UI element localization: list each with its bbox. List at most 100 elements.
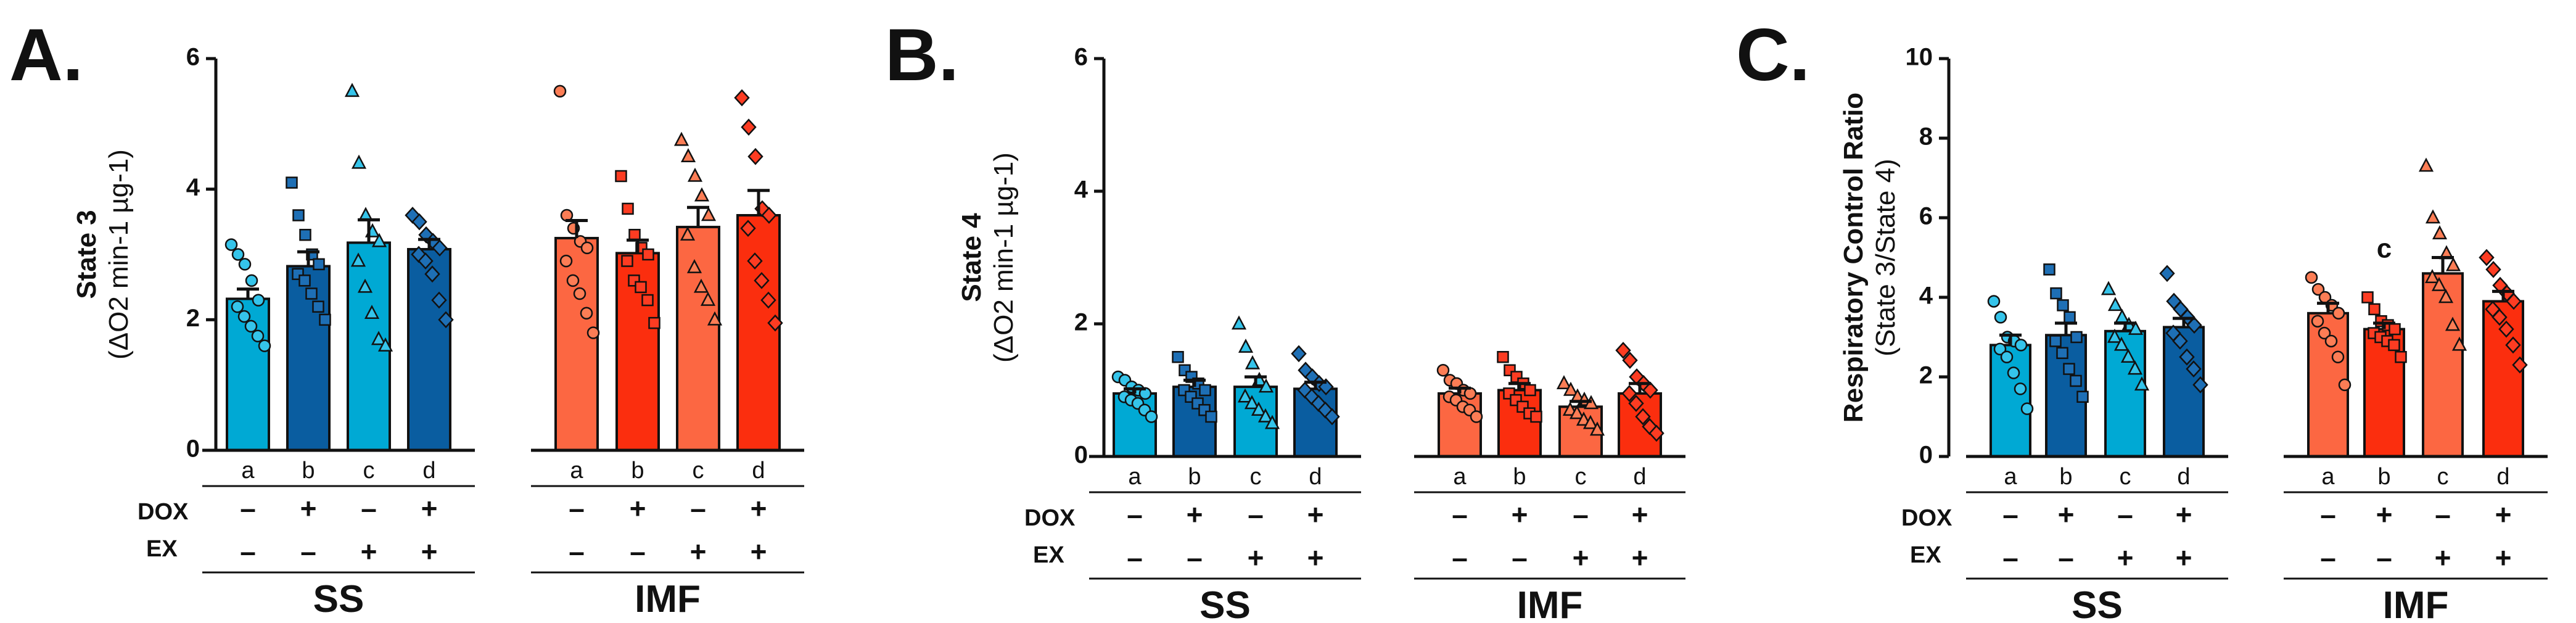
panel-c-imf-point-d [2505,336,2521,354]
panel-b-imf-point-c [1556,375,1572,389]
panel-b-ss-point-c [1238,338,1254,353]
panel-a-ss-point-c [364,305,380,319]
panel-b-imf-point-c [1589,421,1605,436]
panel-b-letter: B. [885,14,959,96]
panel-b-imf-ex-sign: – [1452,542,1468,574]
panel-c-imf-point-a [2338,378,2352,392]
panel-c-imf-category-label: c [2437,464,2449,490]
panel-b-imf-category-label: a [1453,464,1467,490]
panel-c-imf-dox-sign: – [2320,498,2336,530]
panel-a-imf-point-b [641,294,654,307]
panel-b-imf-point-a [1436,364,1450,377]
panel-c-ss-bar-a [1990,344,2031,458]
panel-a-ss-point-a [244,320,258,333]
panel-c-imf-point-b [2389,323,2401,336]
panel-c-ss-dox-sign: + [2176,498,2192,530]
panel-b-ytick-label: 6 [1074,44,1088,71]
panel-a-ss-ex-sign: + [421,535,438,567]
panel-c-imf-point-a [2324,334,2338,348]
panel-b-imf-point-b [1524,384,1536,397]
panel-c-ss-point-d [2192,376,2208,394]
panel-a-imf-point-c [700,291,716,306]
panel-a-imf-point-b [615,170,627,183]
panel-c-ex-label: EX [1910,542,1941,568]
panel-a-ss-point-b [299,229,311,241]
panel-a-imf-dox-sign: + [630,492,646,524]
panel-c-imf-ex-sign: + [2495,542,2512,574]
panel-c-ylabel: Respiratory Control Ratio [1838,93,1869,423]
panel-c-ss-category-label: a [2004,464,2017,490]
panel-c-imf-point-b [2395,351,2407,363]
panel-a-letter: A. [9,14,83,96]
panel-c-imf-point-a [2331,350,2345,363]
panel-b-imf-point-c [1582,415,1599,429]
panel-a-ss-point-c [350,252,366,267]
panel-a-ss-bar-d [407,248,451,452]
panel-c-ss-point-c [2113,336,2130,351]
panel-c-ss-point-c [2114,308,2130,323]
panel-c-ss-group-label: SS [2072,584,2123,623]
panel-c-ss-point-d [2186,360,2202,378]
panel-b-imf-ex-sign: + [1632,542,1648,574]
panel-a-ss-point-a [251,329,265,343]
panel-c-dox-label: DOX [1901,505,1953,531]
panel-c-imf-ex-sign: – [2376,542,2392,574]
panel-a-ss-group-label: SS [313,578,364,621]
panel-b-imf-point-d [1648,424,1665,442]
panel-c-imf-ex-sign: – [2320,542,2336,574]
panel-b-imf-dox-sign: + [1512,498,1528,530]
panel-c-imf-point-b [2368,303,2381,316]
panel-c-ss-category-label: b [2059,464,2072,490]
panel-b-ss-point-b [1199,384,1211,397]
panel-b-imf-category-label: b [1513,464,1526,490]
panel-a-ss-point-a [258,339,271,352]
panel-c-imf-point-c [2445,257,2461,271]
panel-a-imf-point-c [693,278,709,293]
panel-a-imf-dox-sign: + [751,492,767,524]
panel-a-imf-point-c [707,311,723,326]
panel-b-dox-label: DOX [1024,505,1076,531]
panel-b-imf-point-d [1622,352,1638,369]
panel-c-imf-point-a [2311,283,2325,296]
panel-a-imf-bar-a [554,237,599,452]
panel-a-ss-point-c [371,233,387,247]
panel-c-ss-ex-sign: + [2117,542,2134,574]
panel-c-imf-point-d [2498,320,2514,338]
panel-a-ss-point-d [432,239,448,257]
panel-c-imf-bar-c [2422,272,2464,458]
panel-a-ss-dox-sign: – [240,492,256,524]
panel-c-imf-point-a [2332,307,2345,320]
panel-b-ss-dox-sign: – [1127,498,1143,530]
panel-c-ytick-label: 2 [1919,362,1933,389]
panel-c-imf-point-b [2361,291,2374,303]
panel-c-imf-group-label: IMF [2383,584,2449,623]
panel-b-imf-group-label: IMF [1517,584,1583,623]
panel-b-imf-dox-sign: – [1573,498,1589,530]
panel-b-imf-ex-sign: + [1573,542,1589,574]
panel-c-ss-ex-sign: + [2176,542,2192,574]
panel-a-ytick-label: 4 [186,174,200,201]
panel-a-ss-point-b [313,258,325,271]
panel-a-ss-ex-sign: – [240,535,256,567]
panel-b-imf-category-label: d [1633,464,1646,490]
panel-b-imf-ex-sign: – [1512,542,1528,574]
panel-c-ss-point-a [1987,295,2001,308]
panel-a-ss-dox-sign: + [300,492,317,524]
panel-b-ss-category-label: d [1309,464,1322,490]
panel-c-imf-point-a [2311,315,2324,328]
panel-c-imf-point-c [2438,289,2454,303]
panel-b-imf-point-d [1615,342,1631,359]
panel-a-imf-category-label: a [570,458,583,484]
panel-a-ss-point-b [286,176,298,189]
panel-b-imf-point-c [1569,405,1585,419]
panel-c-imf-point-d [2485,261,2501,278]
panel-b-ss-group-label: SS [1200,584,1251,623]
panel-c-imf-dox-sign: + [2495,498,2512,530]
panel-c-ss-point-a [2007,366,2020,379]
panel-c-ss-point-c [2101,281,2117,295]
panel-a-imf-point-b [628,229,641,241]
panel-b-ss-point-c [1251,402,1267,416]
panel-a-ss-ex-sign: + [361,535,377,567]
panel-a-imf-point-a [559,254,573,268]
